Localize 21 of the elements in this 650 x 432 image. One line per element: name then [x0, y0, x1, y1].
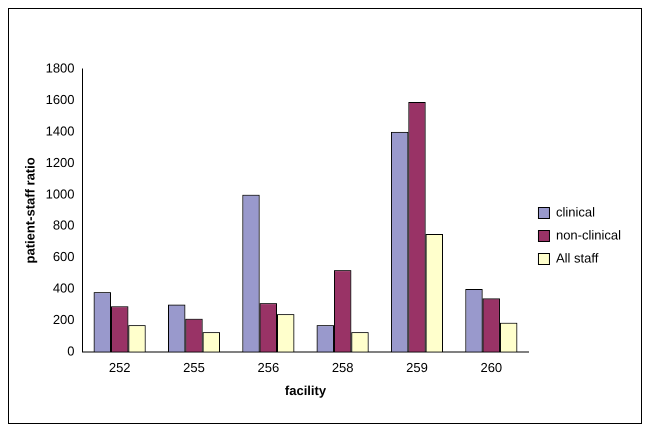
y-tick-label: 0 [67, 343, 75, 358]
y-tick-label: 800 [52, 218, 75, 233]
y-tick-label: 1200 [46, 154, 75, 170]
y-tick-label: 200 [52, 312, 75, 327]
y-tick-label: 1400 [46, 123, 75, 138]
y-axis-title: patient-staff ratio [22, 157, 38, 264]
y-tick-label: 600 [52, 249, 75, 264]
x-tick-label: 259 [406, 360, 428, 376]
x-tick-label: 252 [108, 360, 131, 376]
legend-label: clinical [556, 204, 596, 220]
y-tick-label: 400 [52, 280, 75, 296]
y-tick-label: 1800 [46, 60, 75, 76]
legend-label: All staff [556, 250, 599, 266]
x-tick-label: 258 [332, 360, 354, 376]
x-tick-label: 260 [480, 360, 502, 376]
x-tick-label: 256 [257, 360, 280, 376]
legend-label: non-clinical [556, 228, 622, 243]
y-tick-label: 1600 [46, 92, 75, 107]
x-axis-title: facility [284, 382, 327, 398]
x-tick-label: 255 [183, 360, 205, 376]
y-tick-label: 1000 [46, 186, 75, 202]
